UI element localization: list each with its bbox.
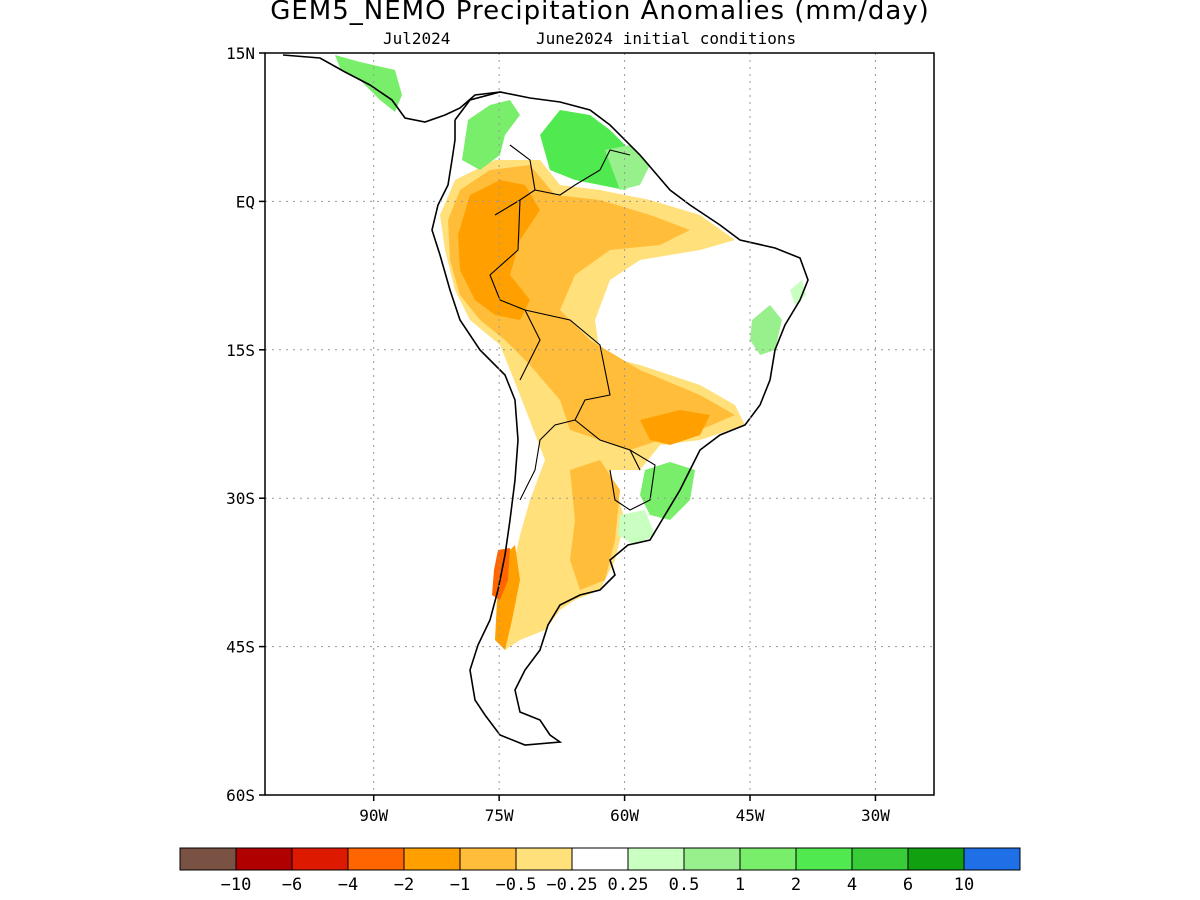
y-tick-label: 15S <box>226 341 255 360</box>
anomaly-fields <box>335 55 806 650</box>
colorbar-swatch <box>739 847 797 871</box>
colorbar-swatch <box>291 847 349 871</box>
map-frame <box>264 52 935 796</box>
x-tick-label: 75W <box>485 806 514 825</box>
x-tick-label: 90W <box>359 806 388 825</box>
y-tick-label: 15N <box>226 44 255 63</box>
colorbar-swatch <box>627 847 685 871</box>
northeast-wet <box>790 280 806 305</box>
x-tick-label: 60W <box>610 806 639 825</box>
colorbar-swatch <box>683 847 741 871</box>
y-tick-label: 60S <box>226 786 255 805</box>
guiana-wet-light <box>605 145 650 190</box>
colorbar-swatch <box>403 847 461 871</box>
colorbar-swatch <box>235 847 293 871</box>
colorbar-swatch <box>459 847 517 871</box>
colorbar-label: −0.5 <box>496 875 537 895</box>
colorbar-label: −0.25 <box>546 875 597 895</box>
x-axis: 90W 75W 60W 45W 30W <box>359 795 890 825</box>
x-tick-label: 30W <box>861 806 890 825</box>
map-title: GEM5_NEMO Precipitation Anomalies (mm/da… <box>270 0 930 26</box>
south-america-coast <box>431 91 809 746</box>
colorbar-swatch <box>795 847 853 871</box>
colorbar-swatch <box>347 847 405 871</box>
colorbar-swatch <box>907 847 965 871</box>
colorbar-swatch <box>571 847 629 871</box>
coastlines <box>282 54 809 746</box>
central-america-coast <box>282 54 501 123</box>
colorbar-label: 2 <box>791 875 801 895</box>
colombia-venezuela-wet <box>462 100 520 170</box>
x-tick-label: 45W <box>736 806 765 825</box>
colorbar-label: 1 <box>735 875 745 895</box>
colorbar-label: 0.25 <box>608 875 649 895</box>
colorbar-label: −2 <box>394 875 414 895</box>
bolivia-dry-strong <box>640 410 710 445</box>
y-tick-label: EQ <box>236 192 255 211</box>
colorbar-swatch <box>851 847 909 871</box>
grid-lines <box>265 53 934 795</box>
borders <box>489 144 656 511</box>
y-tick-label: 45S <box>226 638 255 657</box>
plata-dry <box>570 460 620 590</box>
colorbar-label: 0.5 <box>669 875 700 895</box>
colorbar-swatch <box>515 847 573 871</box>
subtitle-init: June2024 initial conditions <box>536 29 797 48</box>
colorbar-label: 10 <box>954 875 974 895</box>
colorbar-swatch <box>963 847 1021 871</box>
colorbar-label: 4 <box>847 875 857 895</box>
colorbar-swatch <box>179 847 237 871</box>
y-axis: 15N EQ 15S 30S 45S 60S <box>226 44 265 805</box>
colorbar-label: 6 <box>903 875 913 895</box>
colorbar-label: −1 <box>450 875 470 895</box>
bahia-wet <box>750 305 782 355</box>
subtitle-period: Jul2024 <box>383 29 451 48</box>
colorbar-label: −10 <box>221 875 252 895</box>
colorbar-label: −4 <box>338 875 358 895</box>
colorbar-label: −6 <box>282 875 302 895</box>
y-tick-label: 30S <box>226 489 255 508</box>
uruguay-wet-light <box>618 510 655 545</box>
colorbar: −10 −6 −4 −2 −1 −0.5 −0.25 0.25 0.5 1 2 4 6 10 <box>179 847 1021 895</box>
